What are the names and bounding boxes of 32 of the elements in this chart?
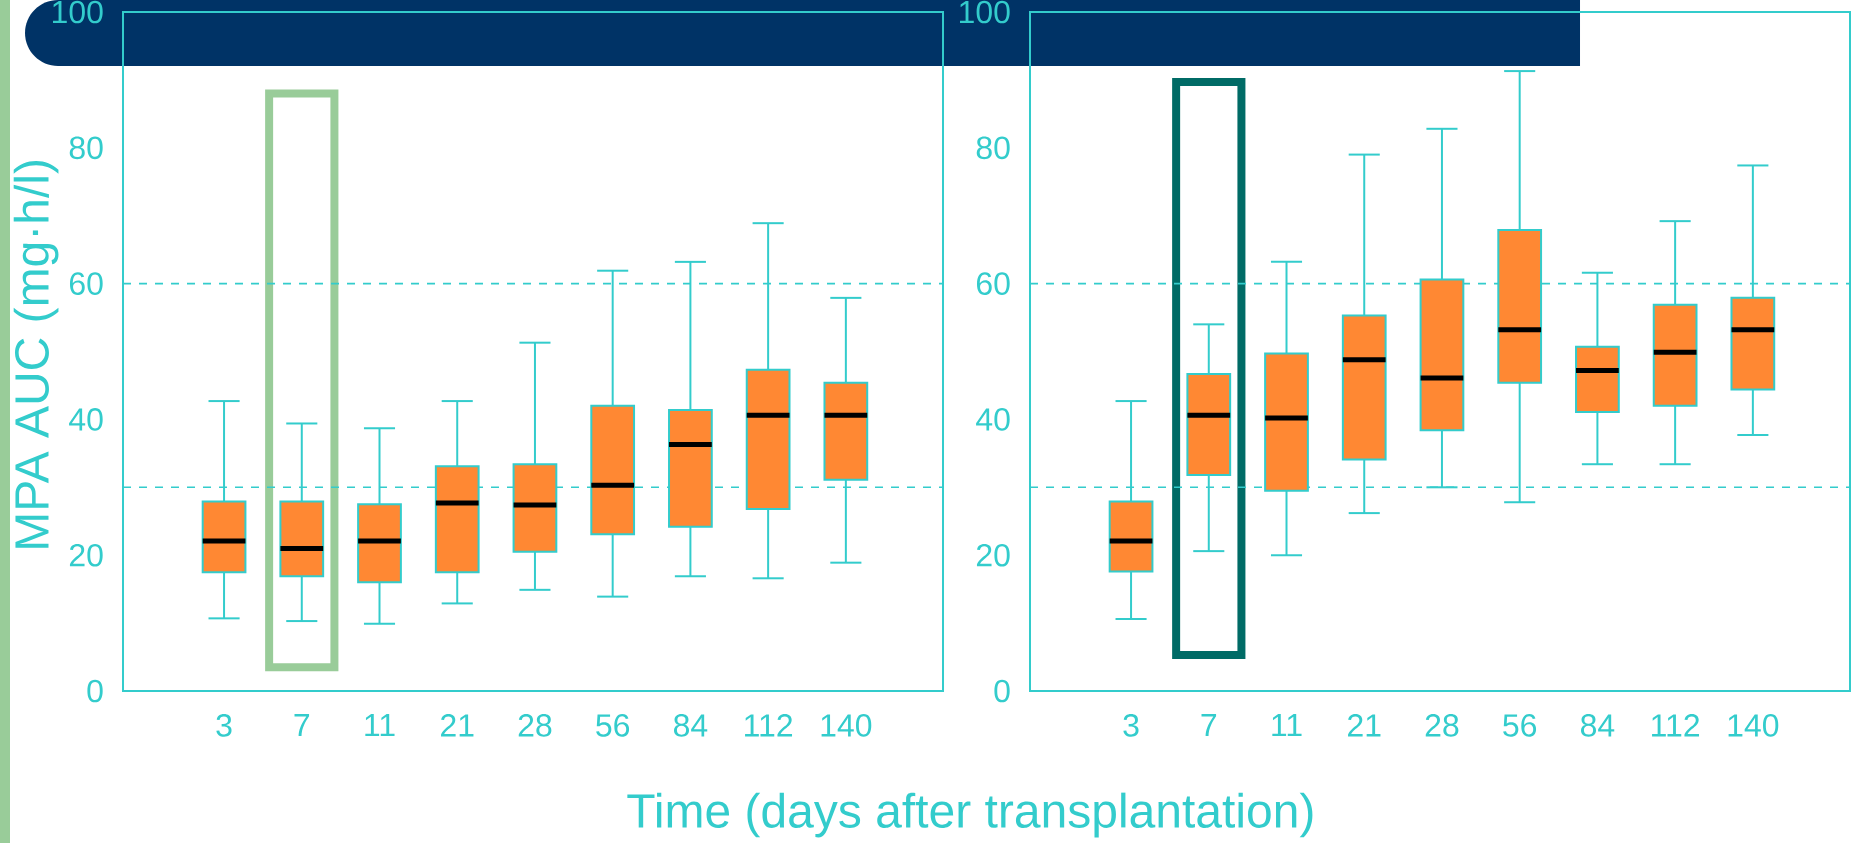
x-tick-label: 140: [821, 714, 872, 737]
x-tick-label: 21: [441, 714, 474, 737]
x-tick-label: 11: [365, 714, 395, 737]
y-tick-label: 60: [69, 272, 103, 295]
x-tick-label: 7: [1201, 714, 1217, 737]
y-tick-label: 100: [960, 0, 1010, 24]
x-tick-label: 84: [673, 714, 708, 737]
x-axis-title: Time (days after transplantation): [627, 792, 1313, 838]
y-axis-title: MPA AUC (mg·h/l): [13, 161, 59, 548]
x-tick-label: 56: [596, 714, 630, 737]
y-tick-label: 40: [976, 408, 1010, 431]
x-tick-label: 84: [1580, 714, 1615, 737]
y-tick-label: 20: [976, 543, 1010, 567]
y-tick-label: 20: [69, 543, 103, 567]
x-tick-label: 11: [1272, 714, 1302, 737]
y-tick-label: 100: [53, 0, 103, 24]
x-tick-label: 7: [294, 714, 310, 737]
x-tick-label: 21: [1348, 714, 1381, 737]
x-tick-label: 28: [518, 714, 552, 737]
x-tick-label: 112: [745, 714, 793, 737]
y-tick-label: 0: [87, 679, 103, 703]
y-tick-label: 80: [69, 136, 103, 160]
x-tick-label: 28: [1425, 714, 1459, 737]
y-tick-label: 40: [69, 408, 103, 431]
x-tick-label: 3: [1123, 714, 1139, 737]
x-tick-label: 140: [1728, 714, 1779, 737]
x-tick-label: 56: [1503, 714, 1537, 737]
y-tick-label: 60: [976, 272, 1010, 295]
x-tick-label: 112: [1652, 714, 1700, 737]
y-tick-label: 0: [994, 679, 1010, 703]
x-tick-label: 3: [216, 714, 232, 737]
y-tick-label: 80: [976, 136, 1010, 160]
